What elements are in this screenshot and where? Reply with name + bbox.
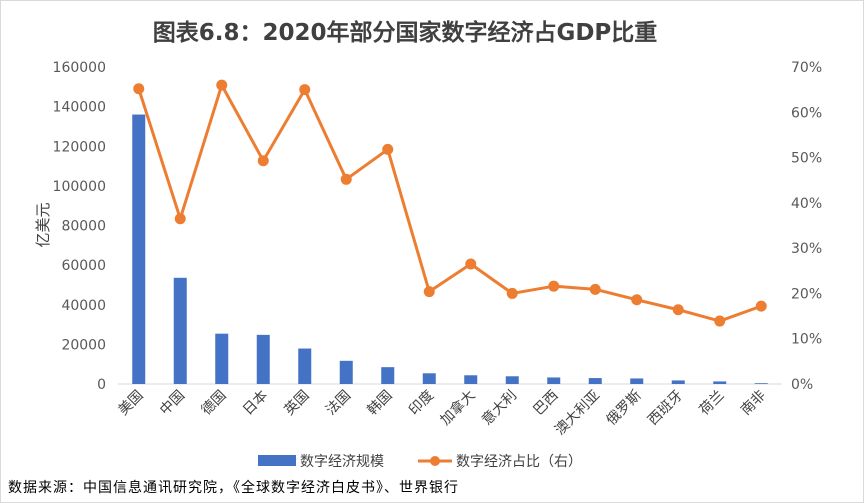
- y-tick-label: 140000: [53, 100, 106, 116]
- x-tick-label: 俄罗斯: [604, 388, 645, 429]
- series-line: [137, 83, 762, 323]
- bar: [505, 376, 519, 384]
- x-tick-label: 法国: [323, 388, 354, 419]
- line-point: [216, 79, 228, 91]
- y-tick-label: 120000: [53, 139, 106, 155]
- x-tick-label: 澳大利亚: [552, 388, 603, 439]
- bar: [713, 381, 727, 384]
- y-axis-ticks: 0 20000 40000 60000 80000 100000 120000 140000 1…: [53, 60, 106, 393]
- x-tick-label: 荷兰: [696, 388, 727, 419]
- bar: [630, 378, 644, 384]
- line-series: [133, 79, 767, 327]
- bar: [422, 373, 436, 384]
- y2-tick-label: 50%: [791, 151, 822, 167]
- line-point: [423, 286, 435, 298]
- x-tick-label: 南非: [738, 388, 769, 419]
- y-tick-label: 60000: [61, 258, 106, 274]
- line-point: [589, 283, 601, 295]
- y2-tick-label: 10%: [791, 332, 822, 348]
- bar-series: [132, 114, 768, 385]
- line-point: [506, 287, 518, 299]
- bar: [256, 334, 270, 384]
- bar: [215, 333, 229, 384]
- bar: [339, 360, 353, 384]
- bar: [464, 375, 478, 384]
- y-tick-label: 0: [97, 377, 106, 393]
- line-point: [672, 304, 684, 316]
- y2-tick-label: 40%: [791, 196, 822, 212]
- x-tick-label: 巴西: [530, 388, 561, 419]
- x-tick-label: 加拿大: [437, 387, 479, 429]
- line-point: [340, 173, 352, 185]
- line-point: [174, 213, 186, 225]
- chart-title: 图表6.8：2020年部分国家数字经济占GDP比重: [153, 19, 658, 46]
- x-tick-label: 意大利: [478, 387, 520, 429]
- y2-tick-label: 70%: [791, 60, 822, 76]
- y2-axis-ticks: 0% 10% 20% 30% 40% 50% 60% 70%: [791, 60, 822, 393]
- y-tick-label: 80000: [61, 219, 106, 235]
- bar: [173, 277, 187, 384]
- line-point: [714, 315, 726, 327]
- y-tick-label: 20000: [61, 337, 106, 353]
- bar: [588, 378, 602, 384]
- y-axis-label: 亿美元: [34, 202, 52, 247]
- y2-tick-label: 60%: [791, 105, 822, 121]
- bar: [754, 383, 768, 384]
- legend-label-bar: 数字经济规模: [300, 454, 384, 470]
- y-tick-label: 100000: [53, 179, 106, 195]
- x-tick-label: 印度: [406, 388, 437, 419]
- bar: [381, 367, 395, 384]
- x-tick-label: 德国: [198, 388, 229, 419]
- legend-swatch-line-marker: [430, 456, 440, 466]
- line-point: [257, 155, 269, 167]
- line-point: [548, 280, 560, 292]
- x-tick-label: 西班牙: [645, 388, 686, 429]
- y2-tick-label: 30%: [791, 241, 822, 257]
- line-point: [133, 83, 145, 95]
- line-point: [299, 84, 311, 96]
- line-point: [755, 300, 767, 312]
- bar: [132, 114, 146, 385]
- legend: 数字经济规模 数字经济占比（右）: [258, 454, 582, 470]
- y-tick-label: 40000: [61, 298, 106, 314]
- x-tick-label: 中国: [157, 388, 188, 419]
- y2-tick-label: 0%: [791, 377, 813, 393]
- data-source-note: 数据来源：中国信息通讯研究院，《全球数字经济白皮书》、世界银行: [8, 480, 459, 496]
- x-tick-label: 韩国: [364, 388, 395, 419]
- bar: [298, 348, 312, 384]
- legend-swatch-bar: [258, 455, 296, 466]
- y2-tick-label: 20%: [791, 286, 822, 302]
- line-point: [382, 143, 394, 155]
- line-point: [631, 294, 643, 306]
- bar: [671, 380, 685, 384]
- x-tick-label: 日本: [240, 388, 271, 419]
- x-tick-label: 美国: [115, 388, 146, 419]
- bar: [547, 377, 561, 384]
- legend-label-line: 数字经济占比（右）: [456, 454, 582, 470]
- line-point: [465, 258, 477, 270]
- x-tick-label: 英国: [281, 387, 313, 419]
- y-tick-label: 160000: [53, 60, 106, 76]
